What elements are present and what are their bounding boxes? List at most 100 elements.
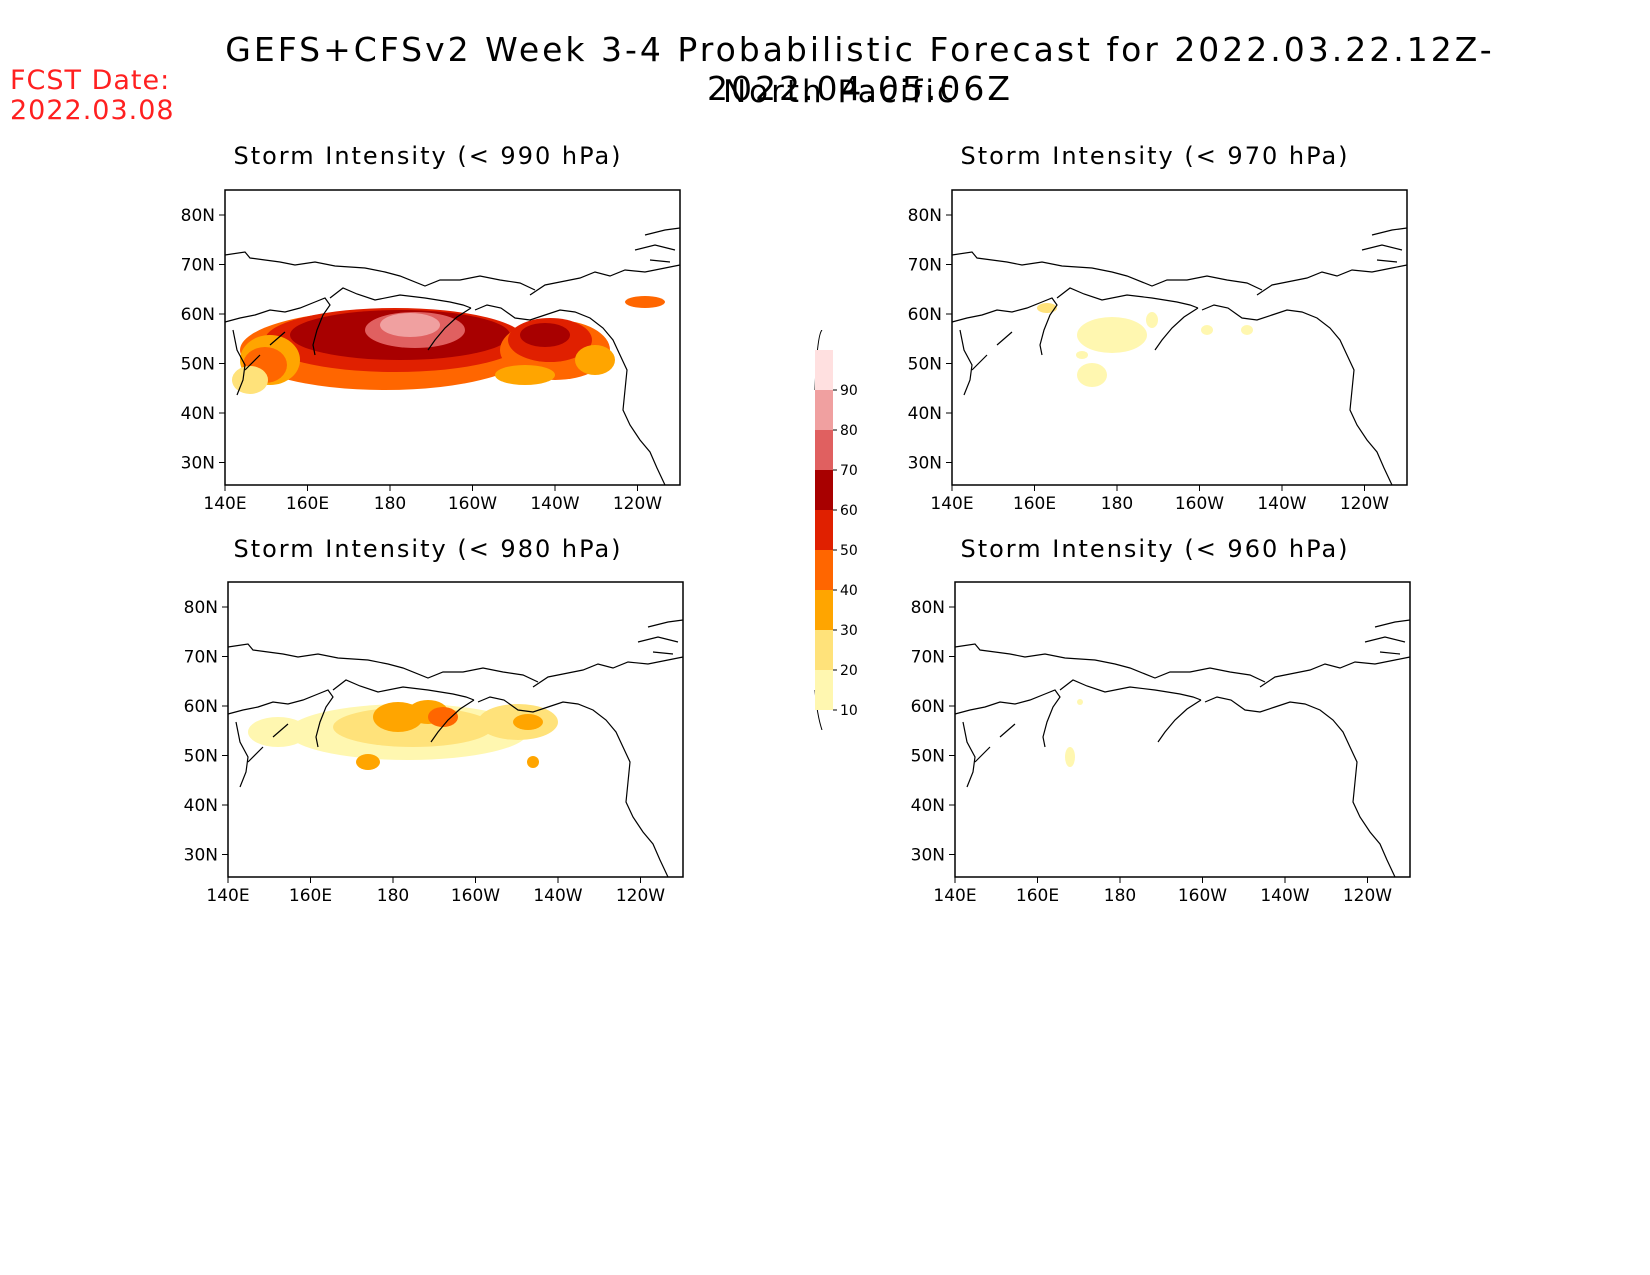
map-panel-960: 80N 70N 60N 50N 40N 30N 140E 160E 180 160W 140W 120… (911, 581, 1411, 906)
colorbar-label: 60 (840, 503, 858, 519)
probability-area (513, 714, 543, 730)
map-frame (951, 189, 1408, 486)
coastline (951, 227, 1408, 486)
lon-tick-label: 140W (530, 494, 579, 514)
lon-tick-label: 180 (377, 886, 409, 906)
forecast-date-value: 2022.03.08 (10, 95, 175, 126)
colorbar-label: 10 (840, 703, 858, 719)
probability-area (575, 345, 615, 375)
lat-tick-label: 60N (181, 305, 215, 325)
coastline (954, 619, 1411, 878)
colorbar-segment (815, 590, 833, 630)
lon-tick-label: 140E (206, 886, 249, 906)
lat-tick-label: 60N (908, 305, 942, 325)
panel-title-990: Storm Intensity (< 990 hPa) (233, 142, 623, 170)
lat-tick-label: 80N (911, 598, 945, 618)
probability-area (1065, 747, 1075, 767)
probability-area (495, 365, 555, 385)
lat-tick-label: 50N (908, 355, 942, 375)
lon-tick-label: 180 (374, 494, 406, 514)
lon-tick-label: 140W (533, 886, 582, 906)
lon-tick-label: 140W (1257, 494, 1306, 514)
lat-tick-label: 80N (908, 206, 942, 226)
coastline (227, 619, 684, 878)
probability-shading (232, 296, 665, 394)
colorbar-label: 80 (840, 423, 858, 439)
map-frame (227, 581, 684, 878)
map-panel-990: 80N 70N 60N 50N 40N 30N 140E 160E 180 160W 140W 120… (181, 189, 681, 514)
lat-tick-label: 40N (908, 404, 942, 424)
probability-area (1077, 363, 1107, 387)
probability-area (527, 756, 539, 768)
probability-area (232, 366, 268, 394)
colorbar-label: 20 (840, 663, 858, 679)
colorbar-label: 70 (840, 463, 858, 479)
lon-tick-label: 140E (933, 886, 976, 906)
lon-tick-label: 140E (203, 494, 246, 514)
map-panel-980: 80N 70N 60N 50N 40N 30N 140E 160E 180 160W 140W 120… (184, 581, 684, 906)
lon-tick-label: 140E (930, 494, 973, 514)
probability-area (520, 323, 570, 347)
probability-area (1077, 699, 1083, 705)
panel-title-960: Storm Intensity (< 960 hPa) (960, 535, 1350, 563)
probability-area (1037, 303, 1057, 313)
lat-tick-label: 30N (184, 846, 218, 866)
lon-tick-label: 120W (616, 886, 665, 906)
probability-area (380, 313, 440, 337)
probability-area (1076, 351, 1088, 359)
lon-tick-label: 160W (451, 886, 500, 906)
colorbar-segment (815, 390, 833, 430)
lat-tick-label: 70N (908, 256, 942, 276)
lon-tick-label: 180 (1101, 494, 1133, 514)
lon-tick-label: 180 (1104, 886, 1136, 906)
lat-tick-label: 30N (181, 454, 215, 474)
panel-title-970: Storm Intensity (< 970 hPa) (960, 142, 1350, 170)
probability-area (1077, 317, 1147, 353)
map-frame (954, 581, 1411, 878)
lat-tick-label: 50N (181, 355, 215, 375)
lon-tick-label: 160W (1178, 886, 1227, 906)
probability-area (1201, 325, 1213, 335)
colorbar-label: 90 (840, 383, 858, 399)
colorbar-segment (815, 510, 833, 550)
lat-tick-label: 60N (911, 697, 945, 717)
lat-tick-label: 70N (184, 648, 218, 668)
lon-tick-label: 160E (289, 886, 332, 906)
probability-area (356, 754, 380, 770)
probability-shading (1065, 699, 1083, 767)
lon-tick-label: 160E (1013, 494, 1056, 514)
forecast-date-label: FCST Date: (10, 65, 171, 96)
colorbar-segment (815, 550, 833, 590)
colorbar-segment (815, 470, 833, 510)
map-frame (224, 189, 681, 486)
probability-shading (248, 700, 558, 770)
lat-tick-label: 80N (181, 206, 215, 226)
lat-tick-label: 60N (184, 697, 218, 717)
lon-tick-label: 120W (1340, 494, 1389, 514)
lon-tick-label: 160E (286, 494, 329, 514)
colorbar-label: 40 (840, 583, 858, 599)
lon-tick-label: 120W (1343, 886, 1392, 906)
coastline (224, 227, 681, 486)
probability-shading (1037, 303, 1253, 387)
lat-tick-label: 70N (911, 648, 945, 668)
lat-tick-label: 40N (181, 404, 215, 424)
lat-tick-label: 30N (908, 454, 942, 474)
lon-tick-label: 140W (1260, 886, 1309, 906)
colorbar-segment (815, 630, 833, 670)
lon-tick-label: 160W (1175, 494, 1224, 514)
probability-area (428, 707, 458, 727)
lat-tick-label: 50N (184, 747, 218, 767)
colorbar-label: 30 (840, 623, 858, 639)
colorbar-label: 50 (840, 543, 858, 559)
lat-tick-label: 40N (184, 796, 218, 816)
probability-area (625, 296, 665, 308)
probability-colorbar: 10 20 30 40 50 60 70 80 90 (814, 330, 858, 730)
region-subtitle: North Pacific (722, 74, 958, 110)
lat-tick-label: 80N (184, 598, 218, 618)
main-title: GEFS+CFSv2 Week 3-4 Probabilistic Foreca… (225, 30, 1495, 108)
lat-tick-label: 50N (911, 747, 945, 767)
lat-tick-label: 40N (911, 796, 945, 816)
probability-area (1146, 312, 1158, 328)
lon-tick-label: 160E (1016, 886, 1059, 906)
